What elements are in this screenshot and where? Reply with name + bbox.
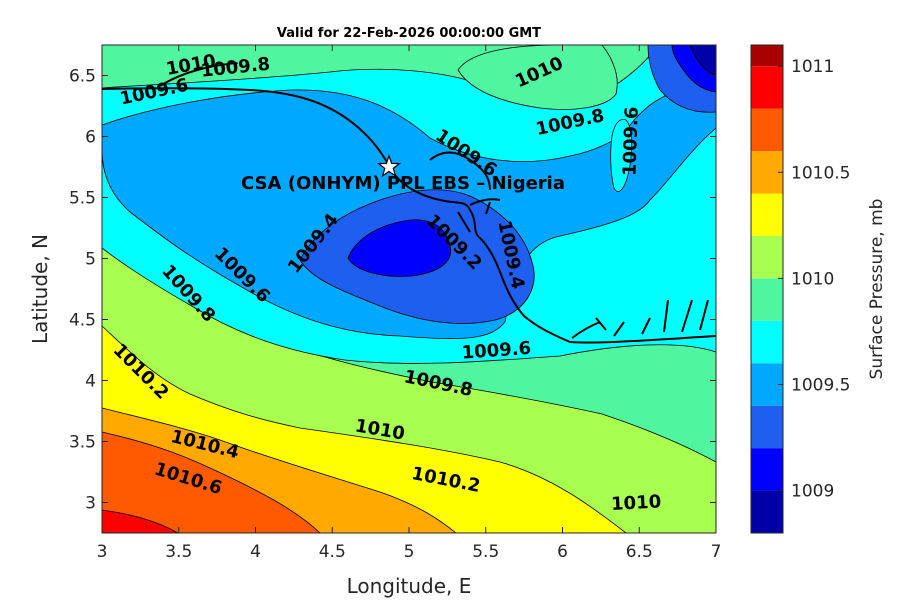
x-tick-label: 7 <box>711 542 722 562</box>
y-tick-label: 3 <box>85 494 96 514</box>
map-title: Valid for 22-Feb-2026 00:00:00 GMT <box>277 26 541 41</box>
band-1009-0-to-1009-2 <box>347 219 452 277</box>
y-axis-label: Latitude, N <box>28 234 52 344</box>
colorbar-swatch <box>751 108 783 152</box>
y-tick-label: 6.5 <box>69 67 96 87</box>
y-tick-label: 4.5 <box>69 311 96 331</box>
colorbar-swatch <box>751 490 783 533</box>
band-1009-6-pocket-east <box>610 119 632 192</box>
y-tick-label: 6 <box>85 128 96 148</box>
x-tick-label: 5.5 <box>472 542 499 562</box>
band-1010-6-to-1010-8 <box>102 431 321 533</box>
colorbar-label: Surface Pressure, mb <box>867 199 887 380</box>
y-tick-label: 3.5 <box>69 433 96 453</box>
y-axis-ticks: 3 3.5 4 4.5 5 5.5 6 6.5 <box>69 67 716 514</box>
colorbar-swatch <box>751 151 783 194</box>
x-tick-label: 3.5 <box>165 542 192 562</box>
contour-label: 1009.6 <box>461 338 532 364</box>
station-label: CSA (ONHYM) PPL EBS – Nigeria <box>241 173 565 194</box>
contour-label: 1009.6 <box>619 106 642 176</box>
band-ne-deep-low <box>689 45 716 77</box>
x-tick-label: 3 <box>97 542 108 562</box>
x-tick-label: 6 <box>557 542 568 562</box>
y-tick-label: 5 <box>85 250 96 270</box>
contour-label: 1010 <box>611 491 662 515</box>
colorbar-tick-label: 1010 <box>791 269 834 289</box>
colorbar-swatch <box>751 66 783 109</box>
colorbar-frame <box>750 44 784 534</box>
x-tick-label: 6.5 <box>626 542 653 562</box>
band-1009-4-to-1009-6 <box>102 45 716 340</box>
band-ne-1009-8-pocket <box>457 45 618 110</box>
y-tick-label: 5.5 <box>69 189 96 209</box>
colorbar-swatch <box>751 193 783 236</box>
colorbar-tick-label: 1009.5 <box>791 375 850 395</box>
x-axis-ticks: 3 3.5 4 4.5 5 5.5 6 6.5 7 <box>97 45 722 562</box>
colorbar-swatch <box>751 448 783 491</box>
x-tick-label: 4 <box>250 542 261 562</box>
x-tick-label: 4.5 <box>319 542 346 562</box>
colorbar-tick-label: 1011 <box>791 57 834 77</box>
colorbar-swatch <box>751 405 783 449</box>
colorbar-tick-label: 1009 <box>791 482 834 502</box>
colorbar-tick-label: 1010.5 <box>791 163 850 183</box>
x-tick-label: 5 <box>404 542 415 562</box>
colorbar-swatch <box>751 235 783 279</box>
colorbar-swatch <box>751 363 783 406</box>
colorbar-swatch <box>751 278 783 321</box>
station-star-icon[interactable] <box>376 154 402 178</box>
colorbar-swatch <box>751 45 783 67</box>
y-tick-label: 4 <box>85 372 96 392</box>
coastline <box>102 62 716 344</box>
x-axis-label: Longitude, E <box>347 574 472 598</box>
colorbar-swatch <box>751 320 783 364</box>
colorbar: 1009 1009.5 1010 1010.5 1011 <box>750 44 850 534</box>
